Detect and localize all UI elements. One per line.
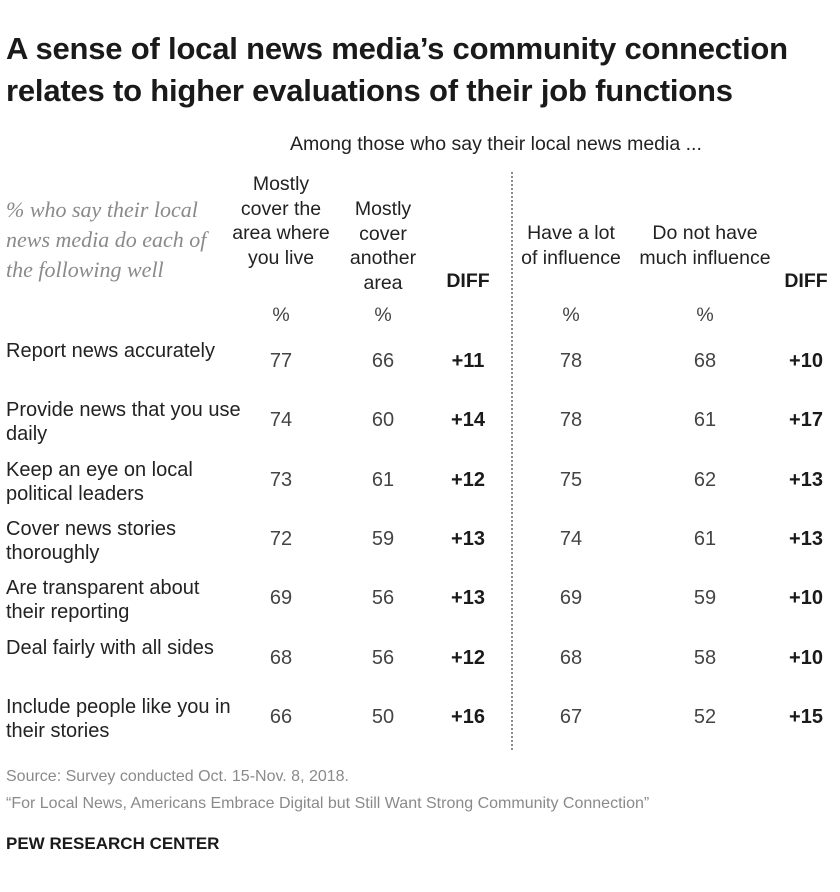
column-header: Do not have much influence	[639, 222, 771, 269]
percent-unit-label: %	[696, 304, 714, 326]
value-cell: 66	[269, 705, 293, 728]
diff-value-cell: +10	[789, 350, 823, 372]
diff-value-cell: +10	[789, 587, 823, 610]
row-label: Report news accurately	[6, 340, 215, 362]
diff-value-cell: +11	[451, 350, 485, 372]
percent-unit-label: %	[272, 304, 290, 326]
stub-label: % who say their local news media do each…	[6, 197, 207, 282]
chart-title: A sense of local news media’s community …	[6, 31, 788, 108]
value-cell: 61	[371, 468, 395, 491]
value-cell: 69	[559, 587, 583, 610]
value-cell: 59	[371, 527, 395, 550]
diff-value-cell: +12	[451, 468, 485, 491]
value-cell: 68	[693, 350, 717, 372]
pew-research-center-logo: PEW RESEARCH CENTER	[6, 834, 220, 853]
value-cell: 73	[269, 468, 293, 491]
source-note: Source: Survey conducted Oct. 15-Nov. 8,…	[6, 768, 349, 785]
diff-column-header: DIFF	[446, 270, 490, 292]
value-cell: 78	[559, 350, 583, 372]
column-divider	[511, 172, 513, 750]
diff-value-cell: +13	[789, 468, 823, 491]
diff-value-cell: +14	[451, 409, 485, 432]
value-cell: 77	[269, 350, 293, 372]
value-cell: 68	[559, 646, 583, 669]
column-header: Mostly cover the area where you live	[232, 173, 330, 269]
column-header: Have a lot of influence	[521, 222, 621, 269]
diff-value-cell: +10	[789, 646, 823, 669]
value-cell: 59	[693, 587, 717, 610]
value-cell: 75	[559, 468, 583, 491]
percent-unit-label: %	[562, 304, 580, 326]
diff-value-cell: +15	[789, 705, 823, 728]
row-label: Cover news stories thoroughly	[6, 517, 177, 564]
value-cell: 61	[693, 409, 717, 432]
value-cell: 56	[371, 646, 395, 669]
diff-value-cell: +13	[451, 527, 485, 550]
percent-unit-label: %	[374, 304, 392, 326]
row-label: Keep an eye on local political leaders	[6, 458, 193, 505]
column-group-label: Among those who say their local news med…	[290, 133, 702, 155]
diff-value-cell: +12	[451, 646, 485, 669]
value-cell: 74	[269, 409, 293, 432]
row-label: Are transparent about their reporting	[6, 577, 200, 624]
value-cell: 62	[693, 468, 717, 491]
value-cell: 68	[269, 646, 293, 669]
value-cell: 66	[371, 350, 395, 372]
value-cell: 69	[269, 587, 293, 610]
value-cell: 56	[371, 587, 395, 610]
value-cell: 61	[693, 527, 717, 550]
column-header: Mostly cover another area	[349, 198, 417, 294]
row-label: Provide news that you use daily	[6, 399, 241, 446]
value-cell: 74	[559, 527, 583, 550]
value-cell: 58	[693, 646, 717, 669]
value-cell: 52	[693, 705, 717, 728]
report-title-note: “For Local News, Americans Embrace Digit…	[6, 795, 650, 812]
diff-value-cell: +13	[789, 527, 823, 550]
value-cell: 78	[559, 409, 583, 432]
value-cell: 67	[559, 705, 583, 728]
value-cell: 60	[371, 409, 395, 432]
row-label: Include people like you in their stories	[6, 695, 231, 742]
diff-value-cell: +13	[451, 587, 485, 610]
diff-value-cell: +17	[789, 409, 823, 432]
value-cell: 72	[269, 527, 293, 550]
diff-value-cell: +16	[451, 705, 485, 728]
value-cell: 50	[371, 705, 395, 728]
row-label: Deal fairly with all sides	[6, 636, 214, 659]
diff-column-header: DIFF	[784, 270, 828, 292]
